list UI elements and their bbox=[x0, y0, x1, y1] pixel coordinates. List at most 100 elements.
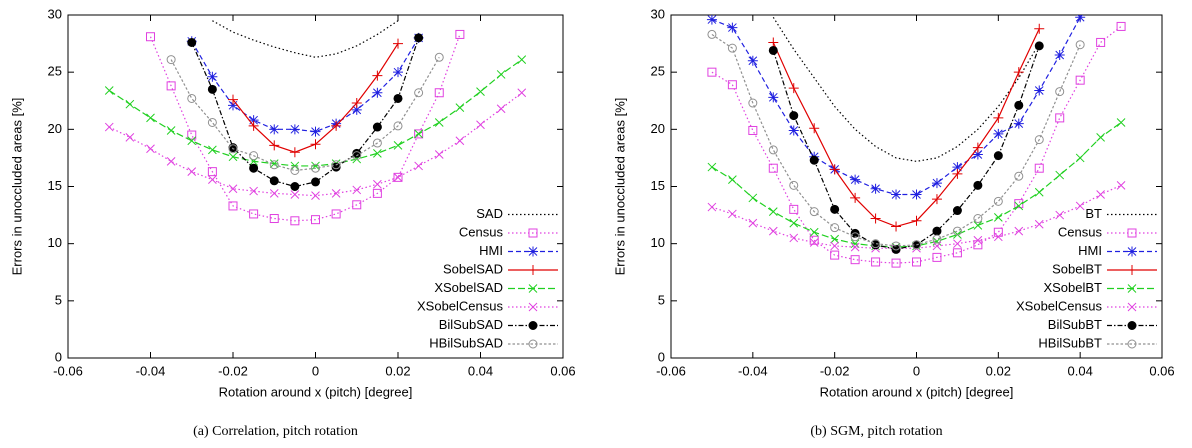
marker bbox=[789, 204, 799, 214]
marker bbox=[125, 132, 135, 142]
marker bbox=[932, 226, 942, 236]
marker bbox=[146, 113, 155, 123]
caption: (a) Correlation, pitch rotation bbox=[193, 424, 358, 439]
marker bbox=[455, 29, 465, 39]
marker bbox=[331, 160, 341, 170]
marker bbox=[476, 87, 485, 96]
marker bbox=[414, 88, 424, 98]
marker bbox=[207, 117, 217, 127]
series-line bbox=[191, 37, 420, 133]
marker bbox=[952, 226, 962, 236]
y-tick-label: 30 bbox=[48, 6, 62, 21]
marker bbox=[310, 126, 321, 137]
marker bbox=[373, 179, 382, 189]
series-line bbox=[711, 25, 1122, 264]
marker bbox=[912, 240, 921, 250]
marker bbox=[249, 209, 259, 219]
marker bbox=[496, 104, 506, 114]
legend-label: XSobelSAD bbox=[434, 280, 503, 295]
marker bbox=[1055, 170, 1065, 180]
marker bbox=[1014, 100, 1024, 110]
legend-marker bbox=[1127, 302, 1137, 312]
marker bbox=[331, 209, 341, 219]
marker bbox=[1013, 118, 1024, 129]
marker bbox=[269, 176, 279, 186]
y-tick-label: 10 bbox=[651, 235, 665, 250]
y-tick-label: 25 bbox=[48, 64, 62, 79]
marker bbox=[207, 84, 217, 94]
marker bbox=[932, 252, 942, 262]
legend-label: BilSubBT bbox=[1048, 317, 1102, 332]
series-line bbox=[108, 59, 523, 167]
marker bbox=[269, 214, 279, 224]
legend-marker bbox=[1127, 228, 1137, 238]
marker bbox=[208, 145, 217, 155]
marker bbox=[393, 38, 403, 49]
legend-marker bbox=[1127, 246, 1137, 257]
marker bbox=[166, 156, 176, 166]
marker bbox=[727, 43, 737, 53]
marker bbox=[789, 218, 799, 228]
marker bbox=[993, 213, 1003, 222]
series-line bbox=[711, 33, 1081, 247]
marker bbox=[228, 201, 238, 211]
marker bbox=[393, 67, 403, 78]
marker bbox=[414, 161, 423, 171]
marker bbox=[393, 121, 403, 131]
marker bbox=[290, 190, 300, 199]
marker bbox=[414, 129, 424, 139]
legend-marker bbox=[528, 321, 538, 330]
y-tick-label: 25 bbox=[651, 64, 665, 79]
y-tick-label: 10 bbox=[48, 235, 62, 250]
marker bbox=[972, 142, 983, 153]
marker bbox=[768, 145, 778, 155]
marker bbox=[1054, 50, 1065, 61]
x-tick-label: -0.04 bbox=[738, 363, 768, 378]
marker bbox=[850, 242, 860, 252]
series-line bbox=[772, 16, 1040, 162]
marker bbox=[850, 174, 861, 185]
marker bbox=[187, 130, 197, 140]
marker bbox=[228, 100, 238, 111]
legend-label: BT bbox=[1085, 206, 1102, 221]
marker bbox=[809, 235, 819, 245]
x-tick-label: -0.06 bbox=[656, 363, 686, 378]
marker bbox=[434, 52, 444, 62]
marker bbox=[351, 98, 362, 109]
marker bbox=[311, 177, 320, 187]
panel: 0 5 10 15 20 25 30 -0.06 -0.04 -0.02 0 0.02 0.04 0.06… bbox=[612, 6, 1174, 439]
marker bbox=[830, 204, 840, 214]
marker bbox=[809, 227, 819, 237]
marker bbox=[290, 161, 300, 171]
legend-label: XSobelCensus bbox=[417, 298, 503, 313]
marker bbox=[351, 104, 362, 115]
marker bbox=[748, 218, 758, 228]
marker bbox=[1075, 15, 1086, 23]
marker bbox=[891, 221, 902, 232]
marker bbox=[1034, 163, 1044, 173]
marker bbox=[207, 71, 218, 82]
marker bbox=[290, 216, 300, 226]
marker bbox=[1013, 67, 1024, 78]
marker bbox=[789, 180, 799, 190]
marker bbox=[1055, 210, 1065, 220]
marker bbox=[269, 159, 279, 168]
x-tick-label: 0.02 bbox=[986, 363, 1011, 378]
marker bbox=[1075, 201, 1085, 211]
marker bbox=[372, 122, 382, 132]
marker bbox=[434, 118, 444, 127]
y-tick-label: 0 bbox=[55, 349, 62, 364]
marker bbox=[476, 120, 485, 130]
series-line bbox=[212, 20, 399, 58]
marker bbox=[788, 83, 799, 94]
marker bbox=[310, 139, 321, 150]
marker bbox=[1014, 171, 1024, 181]
marker bbox=[414, 33, 424, 43]
series-line bbox=[711, 17, 1081, 196]
marker bbox=[1034, 23, 1045, 34]
marker bbox=[496, 70, 506, 79]
legend-marker bbox=[528, 265, 538, 275]
marker bbox=[249, 151, 259, 161]
marker bbox=[728, 209, 737, 219]
